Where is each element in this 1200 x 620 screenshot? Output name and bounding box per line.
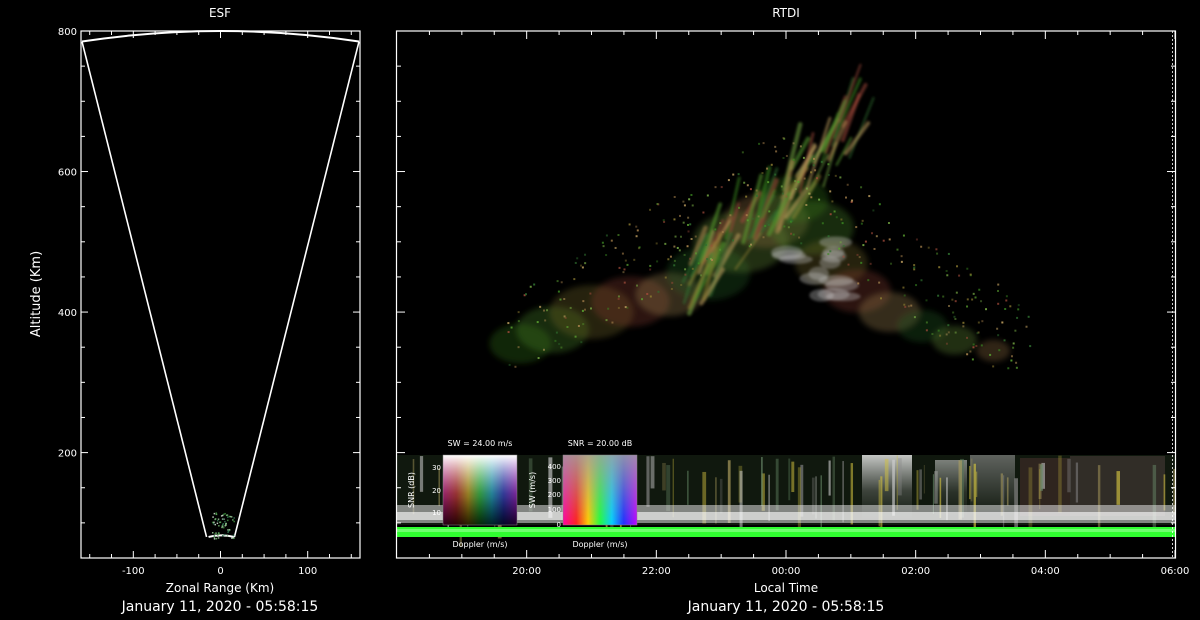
esf-y-tick-label: 400 bbox=[58, 308, 77, 319]
esf-beam-arc-inner bbox=[208, 534, 235, 538]
esf-beam-fan bbox=[81, 30, 360, 538]
rtdi-timestamp: January 11, 2020 - 05:58:15 bbox=[687, 599, 885, 615]
colorbar-sw-x-label: Doppler (m/s) bbox=[452, 540, 507, 549]
esf-plot-frame bbox=[80, 30, 361, 559]
rtdi-x-tick-label: 02:00 bbox=[901, 566, 930, 577]
rtdi-title: RTDI bbox=[772, 6, 800, 20]
colorbar-snr-x-label: Doppler (m/s) bbox=[572, 540, 627, 549]
esf-echo-patch bbox=[211, 512, 235, 540]
rtdi-x-tick-label: 00:00 bbox=[772, 566, 801, 577]
colorbar-snr-tick: 0 bbox=[557, 521, 561, 529]
colorbar-snr-tick: 200 bbox=[548, 491, 561, 499]
colorbar-sw-y-label: SNR (dB) bbox=[407, 472, 416, 508]
colorbar-snr-tick: 300 bbox=[548, 477, 561, 485]
colorbar-snr-title: SNR = 20.00 dB bbox=[568, 439, 632, 448]
esf-x-label: Zonal Range (Km) bbox=[166, 581, 274, 595]
esf-timestamp: January 11, 2020 - 05:58:15 bbox=[121, 599, 319, 615]
esf-y-tick-label: 600 bbox=[58, 168, 77, 179]
esf-x-tick-label: -100 bbox=[122, 566, 145, 577]
colorbar-sw-title: SW = 24.00 m/s bbox=[448, 439, 513, 448]
esf-y-tick-label: 800 bbox=[58, 27, 77, 38]
esf-x-tick-label: 0 bbox=[217, 566, 223, 577]
rtdi-x-tick-label: 04:00 bbox=[1031, 566, 1060, 577]
esf-beam-arc-outer bbox=[81, 30, 360, 43]
colorbar-sw-tick: 30 bbox=[432, 464, 441, 472]
esf-beam-edge-right bbox=[233, 41, 360, 538]
esf-y-tick-label: 200 bbox=[58, 449, 77, 460]
colorbar-snr-tick: 100 bbox=[548, 506, 561, 514]
esf-title: ESF bbox=[209, 6, 231, 20]
colorbar-sw-tick: 10 bbox=[432, 509, 441, 517]
esf-y-axis: 200 400 600 800 bbox=[58, 27, 360, 524]
colorbar-snr-tick: 400 bbox=[548, 463, 561, 471]
rtdi-x-tick-label: 20:00 bbox=[512, 566, 541, 577]
colorbar-sw-tick: 20 bbox=[432, 487, 441, 495]
colorbar-sw: SW = 24.00 m/s 30 20 10 SNR (dB) Doppler… bbox=[407, 439, 518, 549]
rtdi-y-axis bbox=[397, 30, 1175, 524]
rtdi-x-label: Local Time bbox=[754, 581, 818, 595]
rtdi-ground-clutter bbox=[397, 527, 1175, 537]
rtdi-plume bbox=[489, 63, 1032, 370]
esf-beam-edge-left bbox=[81, 41, 208, 538]
esf-y-label: Altitude (Km) bbox=[29, 251, 44, 337]
colorbar-snr-y-label: SW (m/s) bbox=[528, 472, 537, 508]
esf-x-tick-label: 100 bbox=[298, 566, 317, 577]
rtdi-panel: RTDI bbox=[395, 6, 1190, 615]
rtdi-x-axis: 20:00 22:00 00:00 02:00 04:00 06:00 bbox=[428, 31, 1190, 577]
rtdi-x-tick-label: 06:00 bbox=[1161, 566, 1190, 577]
rtdi-x-tick-label: 22:00 bbox=[642, 566, 671, 577]
esf-x-axis: -100 0 100 bbox=[89, 31, 352, 577]
colorbar-snr: SNR = 20.00 dB 400 300 200 100 0 SW (m/s… bbox=[528, 439, 638, 549]
rtdi-e-region-layer bbox=[397, 455, 1175, 548]
